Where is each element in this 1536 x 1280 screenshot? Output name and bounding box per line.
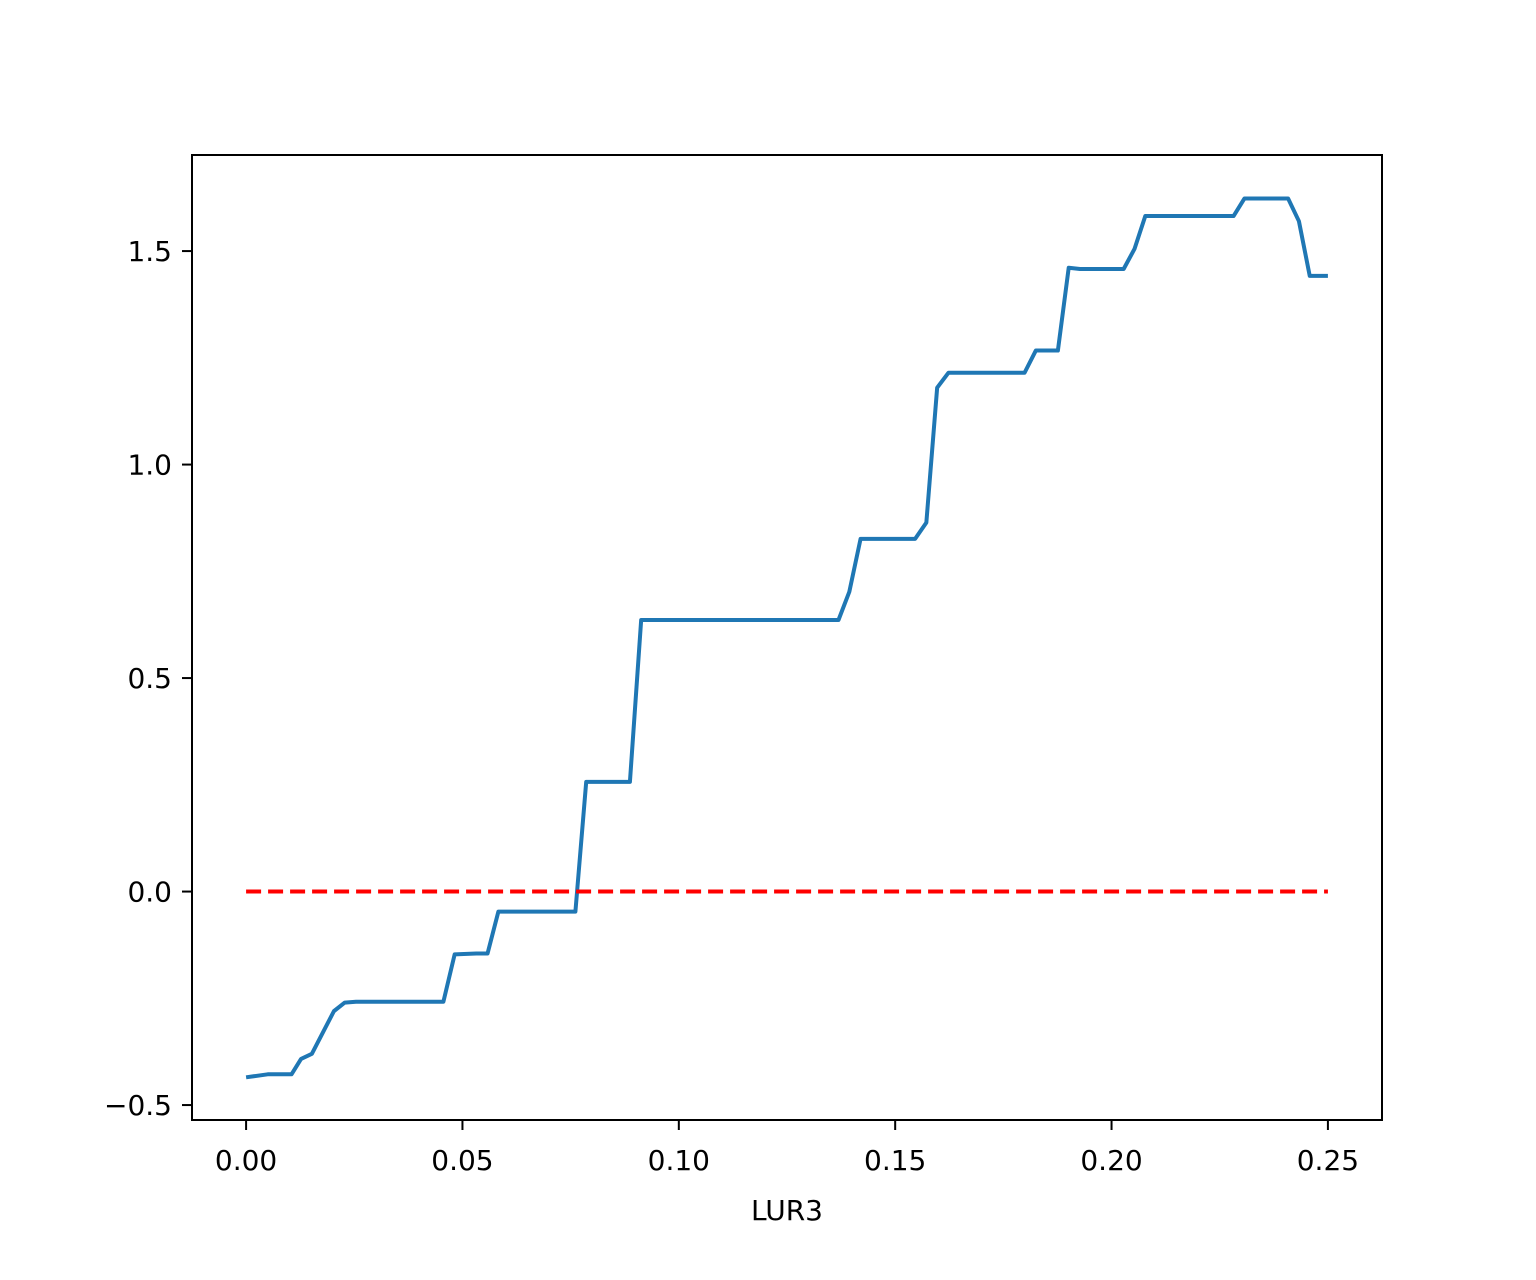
y-axis: −0.5 0.0 0.5 1.0 1.5	[104, 235, 192, 1122]
plot-frame	[191, 154, 1383, 1121]
y-tick-label: 0.5	[127, 662, 172, 695]
y-tick-label: 1.5	[127, 235, 172, 268]
y-tick-label: 0.0	[127, 876, 172, 909]
y-tick-label: 1.0	[127, 449, 172, 482]
x-axis: 0.00 0.05 0.10 0.15 0.20 0.25	[215, 1120, 1359, 1177]
x-tick-label: 0.05	[431, 1144, 493, 1177]
x-tick-label: 0.20	[1080, 1144, 1142, 1177]
y-tick-label: −0.5	[104, 1089, 172, 1122]
x-tick-label: 0.15	[864, 1144, 926, 1177]
x-tick-label: 0.10	[648, 1144, 710, 1177]
x-tick-label: 0.25	[1297, 1144, 1359, 1177]
plot-marks	[245, 196, 1328, 1080]
x-axis-label: LUR3	[751, 1194, 823, 1227]
x-tick-label: 0.00	[215, 1144, 277, 1177]
series-line-0	[245, 196, 1328, 1080]
